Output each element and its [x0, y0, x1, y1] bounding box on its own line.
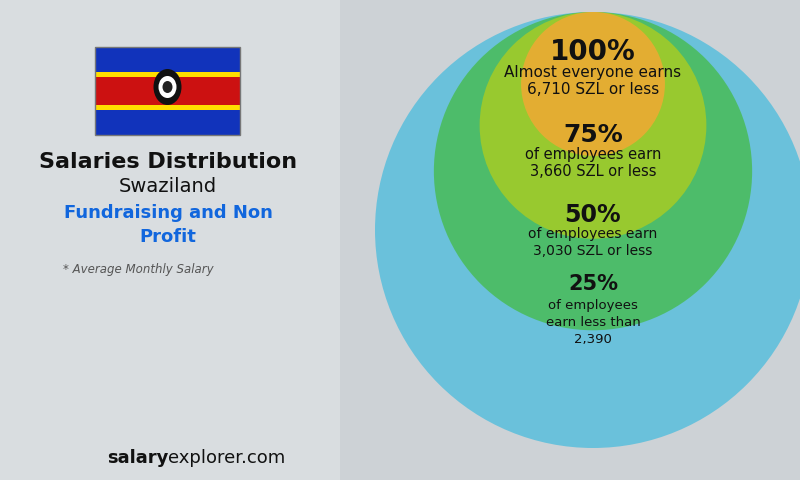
Text: earn less than: earn less than: [546, 316, 640, 329]
FancyBboxPatch shape: [95, 72, 240, 110]
Text: salary: salary: [106, 449, 168, 467]
Text: 3,660 SZL or less: 3,660 SZL or less: [530, 164, 656, 179]
FancyBboxPatch shape: [0, 0, 340, 480]
Circle shape: [434, 12, 752, 330]
Text: 75%: 75%: [563, 123, 623, 147]
Text: 3,030 SZL or less: 3,030 SZL or less: [534, 244, 653, 258]
Circle shape: [375, 12, 800, 448]
Text: 2,390: 2,390: [574, 334, 612, 347]
Ellipse shape: [154, 69, 182, 105]
Text: Almost everyone earns: Almost everyone earns: [505, 64, 682, 80]
Text: of employees earn: of employees earn: [528, 227, 658, 241]
Text: 100%: 100%: [550, 38, 636, 66]
Text: of employees earn: of employees earn: [525, 146, 661, 161]
Circle shape: [480, 12, 706, 239]
Text: 50%: 50%: [565, 203, 622, 227]
Ellipse shape: [158, 76, 177, 98]
Text: 25%: 25%: [568, 274, 618, 294]
FancyBboxPatch shape: [95, 105, 240, 110]
FancyBboxPatch shape: [95, 47, 240, 72]
Text: of employees: of employees: [548, 299, 638, 312]
Text: 6,710 SZL or less: 6,710 SZL or less: [527, 82, 659, 96]
Text: Fundraising and Non
Profit: Fundraising and Non Profit: [63, 204, 273, 246]
Circle shape: [521, 12, 665, 156]
Ellipse shape: [162, 81, 173, 93]
Text: Swaziland: Swaziland: [119, 178, 217, 196]
FancyBboxPatch shape: [95, 110, 240, 135]
Text: Salaries Distribution: Salaries Distribution: [39, 152, 297, 172]
FancyBboxPatch shape: [95, 72, 240, 77]
Text: explorer.com: explorer.com: [168, 449, 286, 467]
Text: * Average Monthly Salary: * Average Monthly Salary: [62, 264, 214, 276]
